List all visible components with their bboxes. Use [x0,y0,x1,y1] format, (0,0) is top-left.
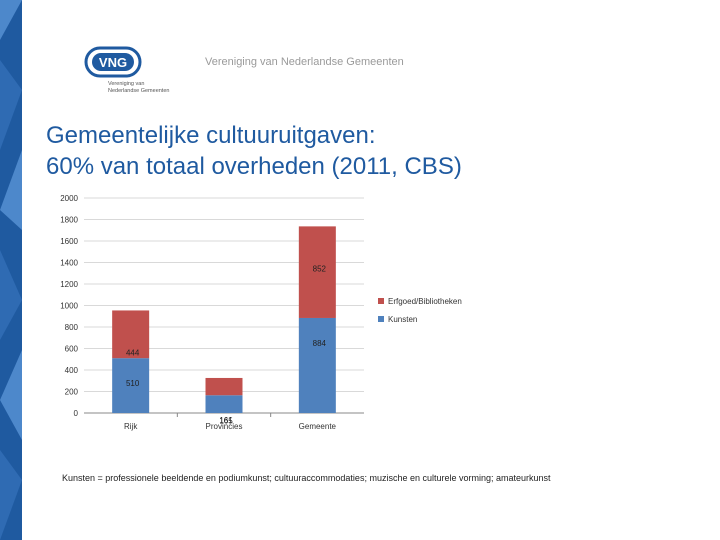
logo-subtext-1: Vereniging van [108,81,144,87]
logo-subtext-2: Nederlandse Gemeenten [108,88,169,94]
x-tick-label: Provincies [206,422,243,431]
y-tick-label: 400 [65,366,79,375]
data-label: 165 [219,416,233,425]
data-label: 852 [313,264,327,273]
y-tick-label: 600 [65,345,79,354]
vng-logo: VNG Vereniging van Nederlandse Gemeenten [84,46,180,103]
y-tick-label: 1600 [60,237,78,246]
y-tick-label: 2000 [60,194,78,203]
data-label: 510 [126,379,140,388]
org-name: Vereniging van Nederlandse Gemeenten [205,56,404,68]
bar-erfgoed-bibliotheken [298,226,336,318]
bar-kunsten [298,317,336,413]
x-tick-label: Gemeente [299,422,337,431]
stripe-pattern [0,0,22,540]
data-label: 161 [219,416,233,425]
y-tick-label: 1400 [60,259,78,268]
legend-swatch [378,316,384,322]
y-tick-label: 1800 [60,216,78,225]
y-tick-label: 1000 [60,302,78,311]
bar-erfgoed-bibliotheken [112,310,150,359]
data-label: 884 [313,339,327,348]
footnote: Kunsten = professionele beeldende en pod… [62,473,551,483]
data-label: 444 [126,348,140,357]
bar-kunsten [205,395,243,413]
y-tick-label: 800 [65,323,79,332]
legend-label: Erfgoed/Bibliotheken [388,297,462,306]
logo-text: VNG [99,55,127,70]
y-tick-label: 200 [65,388,79,397]
legend-label: Kunsten [388,315,417,324]
legend-swatch [378,298,384,304]
stacked-bar-chart: 0 200 400 600 800 1000 1200 1400 1600 1800 2000 51… [60,194,462,431]
bar-erfgoed-bibliotheken [205,377,243,396]
bar-kunsten [112,358,150,413]
y-tick-label: 0 [74,409,79,418]
title-line-2: 60% van totaal overheden (2011, CBS) [46,153,462,180]
slide-title: Gemeentelijke cultuuruitgaven: 60% van t… [46,120,686,182]
x-tick-label: Rijk [124,422,138,431]
y-tick-label: 1200 [60,280,78,289]
decorative-stripe [0,0,22,540]
title-line-1: Gemeentelijke cultuuruitgaven: [46,122,376,149]
